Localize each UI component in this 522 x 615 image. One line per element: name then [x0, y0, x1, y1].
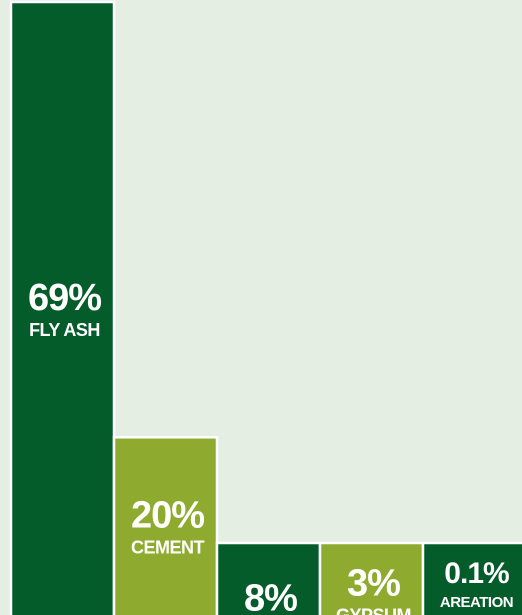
- bar-category-label: AREATION: [440, 594, 513, 611]
- bar-fly-ash: [9, 0, 116, 615]
- bar-category-label: CEMENT: [131, 537, 205, 557]
- bar-value-label: 8%: [244, 577, 297, 615]
- bar-value-label: 20%: [131, 494, 204, 536]
- bar-value-label: 3%: [347, 562, 400, 604]
- bars-group: [9, 0, 522, 615]
- bar-value-label: 69%: [28, 277, 101, 319]
- bar-areation: [421, 541, 522, 615]
- bar-value-label: 0.1%: [444, 557, 509, 590]
- bar-lime: [215, 541, 322, 615]
- bar-category-label: GYPSUM: [336, 605, 411, 615]
- labels-group: 69%FLY ASH20%CEMENT8%LIME3%GYPSUM0.1%ARE…: [28, 277, 514, 615]
- bar-cement: [112, 436, 219, 615]
- bar-category-label: FLY ASH: [29, 320, 100, 340]
- bar-gypsum: [318, 541, 425, 615]
